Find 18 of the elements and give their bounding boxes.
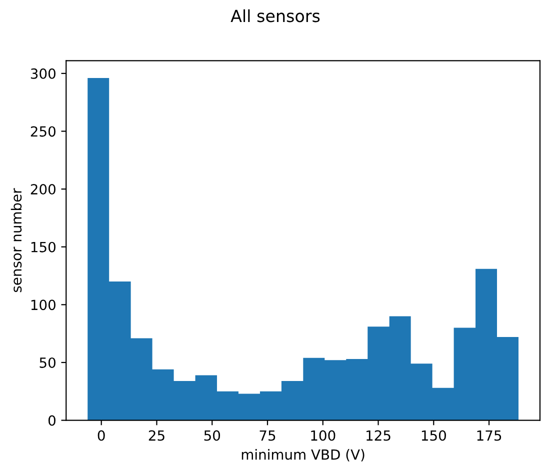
y-tick-label: 50 (40, 357, 56, 368)
x-axis-title: minimum VBD (V) (242, 449, 364, 462)
x-tick-label: 75 (260, 430, 276, 441)
y-tick-label: 300 (30, 68, 56, 79)
y-tick-label: 100 (31, 300, 56, 310)
y-axis-title: sensor number (10, 188, 22, 292)
x-tick-label: 0 (98, 430, 105, 441)
x-tick-label: 150 (422, 430, 446, 441)
y-tick-label: 150 (31, 242, 56, 252)
chart-title: All sensors (230, 9, 320, 22)
x-tick-label: 50 (204, 430, 220, 441)
x-tick-label: 125 (366, 430, 390, 441)
y-tick-label: 200 (30, 184, 56, 195)
y-tick-label: 0 (48, 415, 56, 426)
x-tick-label: 175 (477, 430, 502, 441)
y-tick-label: 250 (30, 126, 56, 137)
x-tick-label: 25 (148, 430, 164, 441)
x-tick-label: 100 (311, 430, 336, 441)
